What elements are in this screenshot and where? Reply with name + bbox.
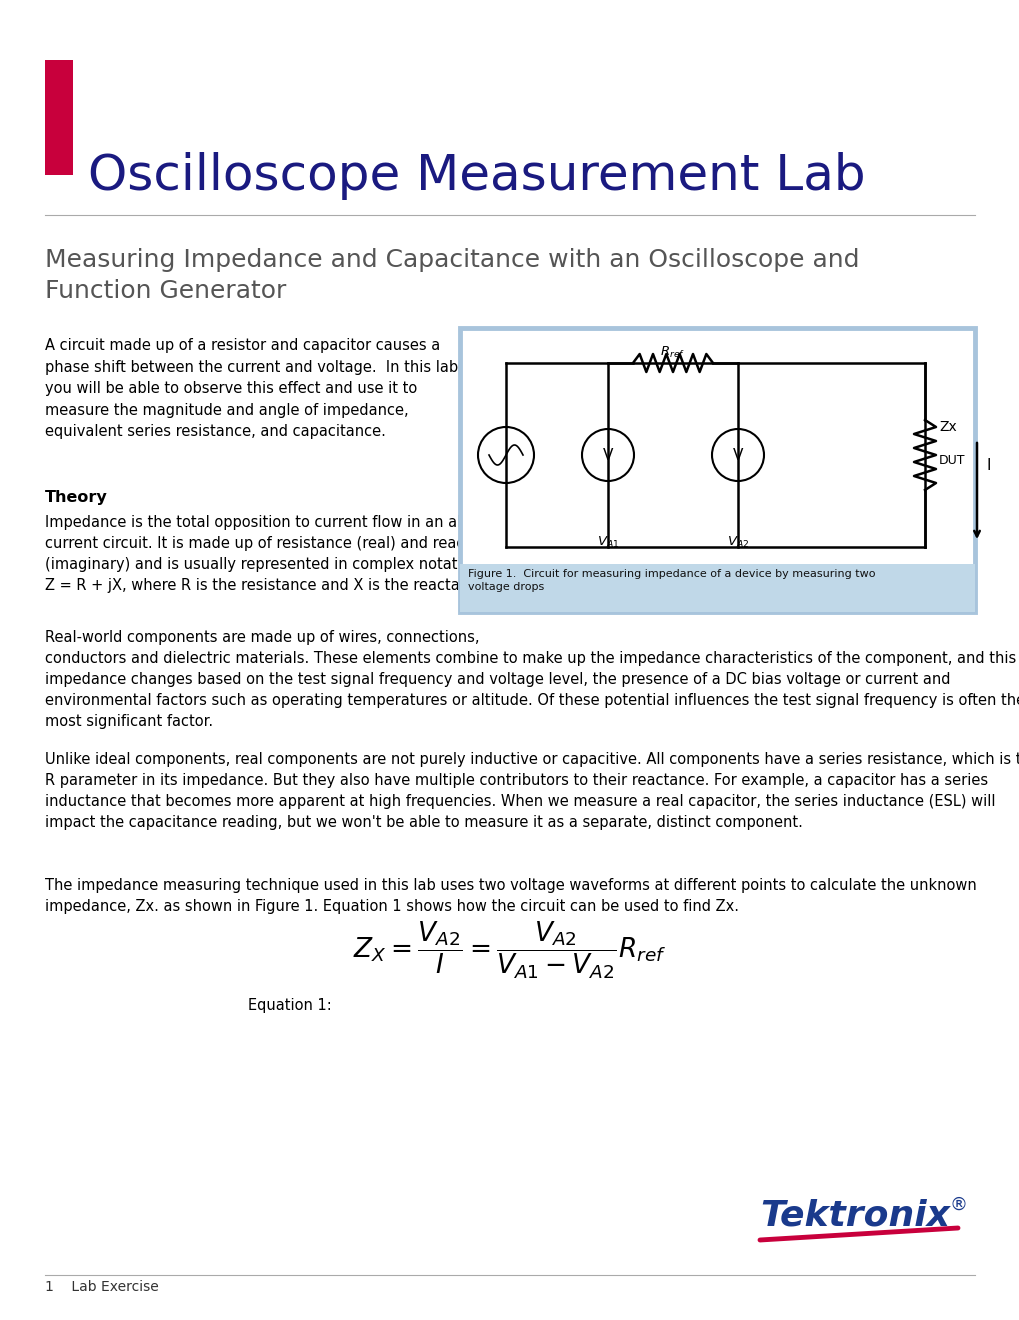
FancyBboxPatch shape bbox=[460, 327, 974, 612]
Text: The impedance measuring technique used in this lab uses two voltage waveforms at: The impedance measuring technique used i… bbox=[45, 878, 976, 913]
Text: Oscilloscope Measurement Lab: Oscilloscope Measurement Lab bbox=[88, 152, 865, 201]
FancyBboxPatch shape bbox=[460, 564, 974, 612]
Text: A circuit made up of a resistor and capacitor causes a
phase shift between the c: A circuit made up of a resistor and capa… bbox=[45, 338, 463, 440]
Text: V: V bbox=[602, 447, 612, 462]
Text: 1    Lab Exercise: 1 Lab Exercise bbox=[45, 1280, 159, 1294]
Text: ®: ® bbox=[949, 1196, 967, 1214]
Text: I: I bbox=[986, 458, 990, 473]
Text: Measuring Impedance and Capacitance with an Oscilloscope and
Function Generator: Measuring Impedance and Capacitance with… bbox=[45, 248, 859, 302]
Text: V: V bbox=[732, 447, 743, 462]
Text: $R_{ref}$: $R_{ref}$ bbox=[659, 345, 685, 360]
Text: Unlike ideal components, real components are not purely inductive or capacitive.: Unlike ideal components, real components… bbox=[45, 752, 1019, 830]
Bar bbox=[45, 59, 73, 176]
Text: Tektronix: Tektronix bbox=[759, 1199, 949, 1232]
Text: Impedance is the total opposition to current flow in an alternating
current circ: Impedance is the total opposition to cur… bbox=[45, 515, 528, 593]
Text: $V_{A1}$: $V_{A1}$ bbox=[596, 535, 619, 550]
Text: $Z_X = \dfrac{V_{A2}}{I} = \dfrac{V_{A2}}{V_{A1} - V_{A2}} R_{ref}$: $Z_X = \dfrac{V_{A2}}{I} = \dfrac{V_{A2}… bbox=[353, 919, 666, 981]
Text: Equation 1:: Equation 1: bbox=[248, 998, 331, 1012]
Text: Figure 1.  Circuit for measuring impedance of a device by measuring two
voltage : Figure 1. Circuit for measuring impedanc… bbox=[468, 569, 874, 593]
Text: Real-world components are made up of wires, connections,
conductors and dielectr: Real-world components are made up of wir… bbox=[45, 630, 1019, 729]
Text: Zx: Zx bbox=[938, 420, 956, 434]
Text: Theory: Theory bbox=[45, 490, 108, 506]
Text: DUT: DUT bbox=[938, 454, 965, 466]
Text: $V_{A2}$: $V_{A2}$ bbox=[727, 535, 748, 550]
